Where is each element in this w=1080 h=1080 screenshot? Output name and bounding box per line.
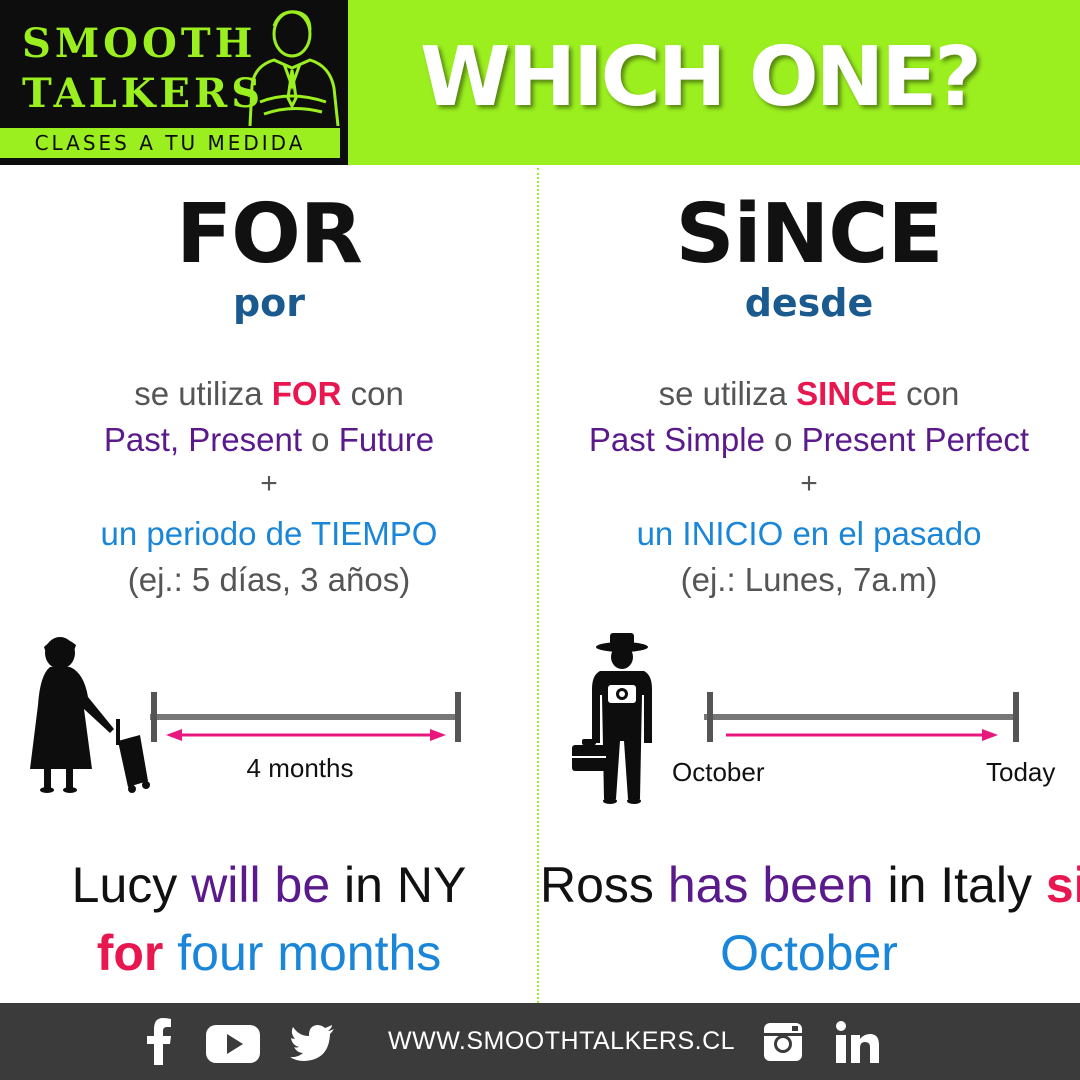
for-rule-line1: se utiliza FOR con [0, 375, 538, 413]
since-rule-line2: Past Simple o Present Perfect [540, 421, 1078, 459]
for-rule-line3: un periodo de TIEMPO [100, 515, 438, 552]
rule-keyword: SINCE [796, 375, 898, 412]
for-plus: + [260, 467, 278, 500]
facebook-icon[interactable] [146, 1017, 172, 1065]
since-translation: desde [744, 281, 874, 325]
since-rule-line3: un INICIO en el pasado [636, 515, 982, 552]
for-timeline [150, 692, 461, 742]
page-title: WHICH ONE? [420, 30, 982, 125]
example-keyword: for [96, 925, 164, 981]
tourist-with-camera-icon [572, 633, 652, 804]
rule-text: con [897, 375, 960, 412]
for-example-line1: Lucy will be in NY [0, 853, 538, 917]
since-heading: SiNCE [675, 187, 944, 282]
for-column: FOR por se utiliza FOR con Past, Present… [0, 165, 538, 1003]
column-divider [537, 168, 539, 1003]
brand-tagline: CLASES A TU MEDIDA [0, 128, 340, 158]
example-text: Lucy [71, 857, 192, 913]
example-text: in Italy [873, 857, 1046, 913]
website-url[interactable]: WWW.SMOOTHTALKERS.CL [388, 1027, 736, 1055]
twitter-icon[interactable] [290, 1025, 334, 1061]
since-example-line2: October [720, 925, 898, 981]
tense-a: Past, Present [103, 421, 303, 458]
example-text: in NY [330, 857, 467, 913]
since-column: SiNCE desde se utiliza SINCE con Past Si… [540, 165, 1080, 1003]
footer-bar: WWW.SMOOTHTALKERS.CL [0, 1003, 1080, 1080]
example-duration: four months [163, 925, 442, 981]
since-plus: + [800, 467, 818, 500]
since-rule-example: (ej.: Lunes, 7a.m) [680, 561, 938, 598]
timeline-duration-label: 4 months [246, 753, 354, 783]
example-text: Ross [540, 857, 668, 913]
conjunction: o [764, 421, 802, 458]
for-rule-example: (ej.: 5 días, 3 años) [127, 561, 411, 598]
for-translation: por [232, 281, 306, 325]
tense-b: Present Perfect [801, 421, 1030, 458]
example-verb: has been [667, 857, 874, 913]
rule-text: se utiliza [658, 375, 797, 412]
rule-keyword: FOR [271, 375, 342, 412]
header-banner: SMOOTH TALKERS CLASES A TU MEDIDA WHICH … [0, 0, 1080, 165]
instagram-icon[interactable] [762, 1021, 804, 1063]
example-verb: will be [191, 857, 331, 913]
youtube-icon[interactable] [206, 1025, 260, 1063]
tense-b: Future [338, 421, 435, 458]
businessman-icon [248, 10, 340, 126]
timeline-end-label: Today [986, 757, 1056, 787]
brand-name-line1: SMOOTH [22, 20, 257, 67]
for-heading: FOR [176, 187, 363, 282]
since-rule-line1: se utiliza SINCE con [540, 375, 1078, 413]
rule-text: con [341, 375, 404, 412]
since-example-line1: Ross has been in Italy since [540, 853, 1080, 917]
example-keyword: since [1045, 857, 1080, 913]
for-example-line2: for four months [0, 921, 538, 985]
for-rule-line2: Past, Present o Future [0, 421, 538, 459]
conjunction: o [302, 421, 339, 458]
linkedin-icon[interactable] [836, 1021, 880, 1063]
rule-text: se utiliza [134, 375, 272, 412]
tense-a: Past Simple [588, 421, 765, 458]
since-timeline [704, 692, 1019, 742]
brand-name-line2: TALKERS [22, 70, 265, 117]
brand-logo[interactable]: SMOOTH TALKERS CLASES A TU MEDIDA [0, 0, 348, 165]
woman-with-suitcase-icon [30, 637, 150, 793]
timeline-start-label: October [672, 757, 765, 787]
